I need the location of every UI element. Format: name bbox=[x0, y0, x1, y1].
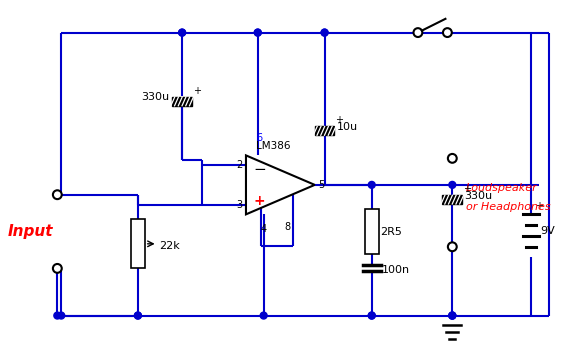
Circle shape bbox=[449, 182, 456, 188]
Text: 5: 5 bbox=[318, 180, 324, 190]
Text: 9V: 9V bbox=[540, 226, 555, 236]
Circle shape bbox=[321, 29, 328, 36]
Text: 330u: 330u bbox=[141, 93, 169, 103]
Bar bbox=[365, 209, 379, 254]
Circle shape bbox=[134, 312, 141, 319]
Bar bbox=[442, 195, 462, 204]
Circle shape bbox=[179, 29, 186, 36]
Circle shape bbox=[449, 312, 456, 319]
Circle shape bbox=[448, 242, 457, 251]
Circle shape bbox=[368, 312, 375, 319]
Text: 2: 2 bbox=[236, 160, 242, 170]
Text: Loudspeaker: Loudspeaker bbox=[466, 183, 538, 193]
Text: −: − bbox=[253, 162, 266, 177]
Circle shape bbox=[413, 28, 423, 37]
Text: LM386: LM386 bbox=[256, 141, 290, 151]
Circle shape bbox=[449, 312, 456, 319]
Text: 4: 4 bbox=[261, 224, 267, 234]
Circle shape bbox=[53, 190, 62, 199]
Circle shape bbox=[134, 312, 141, 319]
Circle shape bbox=[368, 312, 375, 319]
Circle shape bbox=[449, 312, 456, 319]
Bar bbox=[131, 219, 145, 268]
Text: +: + bbox=[335, 115, 343, 125]
Circle shape bbox=[254, 29, 261, 36]
Circle shape bbox=[53, 264, 62, 273]
Text: +: + bbox=[254, 194, 265, 208]
Circle shape bbox=[58, 312, 65, 319]
Polygon shape bbox=[246, 156, 315, 214]
Text: 2R5: 2R5 bbox=[381, 226, 403, 236]
Text: 100n: 100n bbox=[382, 265, 410, 275]
Text: 330u: 330u bbox=[464, 191, 492, 201]
Circle shape bbox=[443, 28, 452, 37]
Bar bbox=[315, 126, 335, 135]
Text: +: + bbox=[463, 184, 471, 194]
Circle shape bbox=[368, 182, 375, 188]
Circle shape bbox=[179, 29, 186, 36]
Text: 22k: 22k bbox=[159, 241, 180, 251]
Circle shape bbox=[260, 312, 267, 319]
Text: 6: 6 bbox=[257, 133, 263, 143]
Circle shape bbox=[448, 154, 457, 163]
Text: 3: 3 bbox=[236, 199, 242, 210]
Text: +: + bbox=[535, 201, 543, 211]
Text: or Headphones: or Headphones bbox=[466, 203, 551, 213]
Circle shape bbox=[254, 29, 261, 36]
Circle shape bbox=[321, 29, 328, 36]
Text: +: + bbox=[193, 86, 201, 96]
Bar bbox=[172, 97, 192, 106]
Text: 8: 8 bbox=[284, 222, 290, 232]
Text: 10u: 10u bbox=[336, 122, 357, 132]
Circle shape bbox=[54, 312, 61, 319]
Text: Input: Input bbox=[8, 224, 54, 239]
